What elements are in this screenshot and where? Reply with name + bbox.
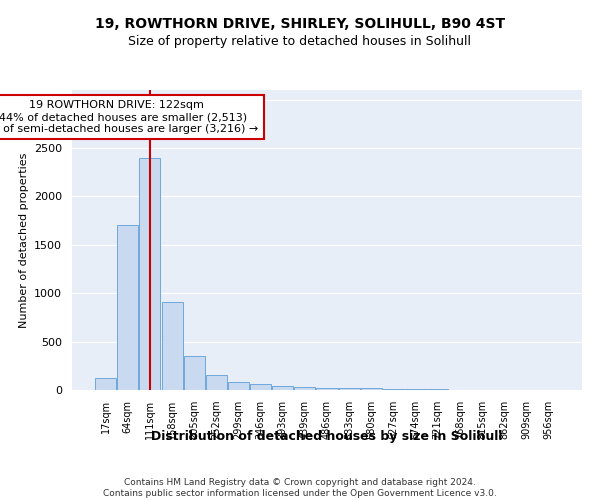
Bar bbox=[161, 302, 182, 390]
Bar bbox=[206, 376, 227, 390]
Text: 19, ROWTHORN DRIVE, SHIRLEY, SOLIHULL, B90 4ST: 19, ROWTHORN DRIVE, SHIRLEY, SOLIHULL, B… bbox=[95, 18, 505, 32]
Y-axis label: Number of detached properties: Number of detached properties bbox=[19, 152, 29, 328]
Bar bbox=[118, 226, 139, 390]
Bar bbox=[228, 382, 249, 390]
Bar bbox=[361, 388, 382, 390]
Bar bbox=[139, 158, 160, 390]
Bar bbox=[295, 387, 316, 390]
Bar bbox=[95, 378, 116, 390]
Bar bbox=[405, 389, 426, 390]
Text: 19 ROWTHORN DRIVE: 122sqm
← 44% of detached houses are smaller (2,513)
56% of se: 19 ROWTHORN DRIVE: 122sqm ← 44% of detac… bbox=[0, 100, 259, 134]
Text: Contains HM Land Registry data © Crown copyright and database right 2024.
Contai: Contains HM Land Registry data © Crown c… bbox=[103, 478, 497, 498]
Bar bbox=[383, 389, 404, 390]
Text: Distribution of detached houses by size in Solihull: Distribution of detached houses by size … bbox=[151, 430, 503, 443]
Bar bbox=[184, 356, 205, 390]
Bar bbox=[338, 388, 359, 390]
Bar bbox=[250, 384, 271, 390]
Bar bbox=[272, 386, 293, 390]
Bar bbox=[316, 388, 338, 390]
Text: Size of property relative to detached houses in Solihull: Size of property relative to detached ho… bbox=[128, 35, 472, 48]
